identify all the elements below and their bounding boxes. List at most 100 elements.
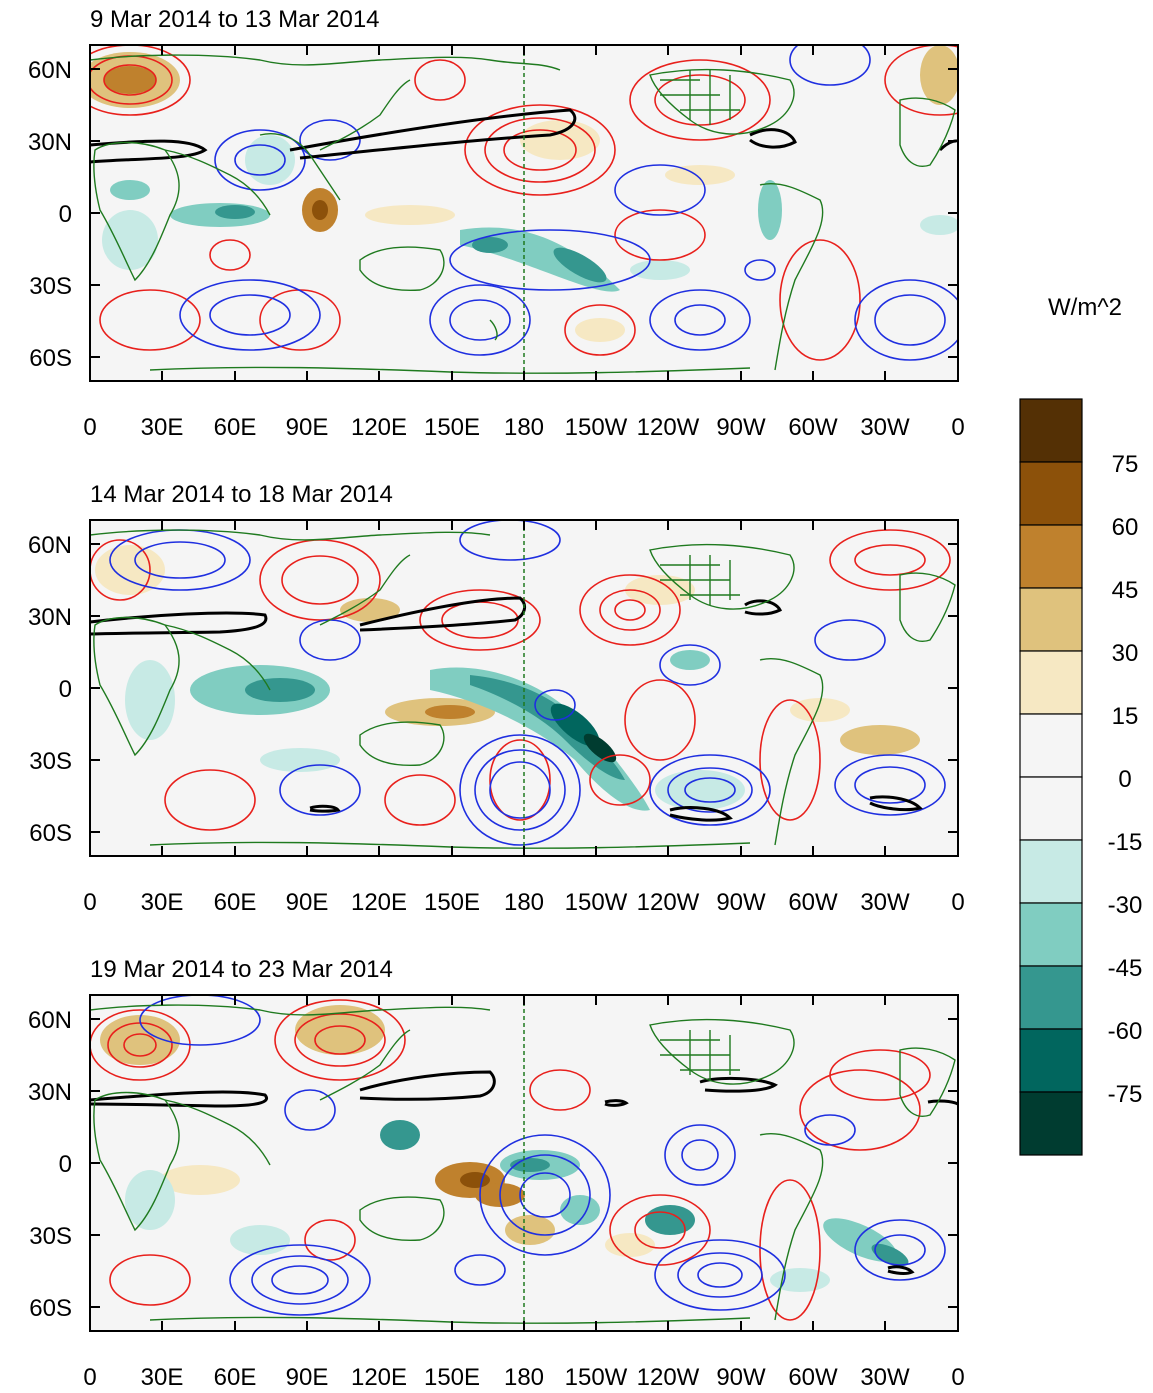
lon-label: 60E	[214, 889, 257, 916]
lon-label: 150E	[424, 1364, 480, 1391]
lat-label: 30N	[28, 129, 72, 156]
lon-label: 0	[83, 414, 96, 441]
longitude-labels: 0 30E 60E 90E 120E 150E 180 150W 120W 90…	[83, 414, 964, 441]
shading-layer	[90, 45, 958, 342]
colorbar-level-label: -30	[1108, 892, 1143, 919]
lon-label: 90W	[716, 889, 766, 916]
panel-title: 19 Mar 2014 to 23 Mar 2014	[90, 956, 393, 983]
colorbar-swatch	[1019, 461, 1083, 526]
colorbar-level-label: 75	[1112, 451, 1139, 478]
positive-contours	[90, 45, 958, 361]
lat-label: 30N	[28, 604, 72, 631]
map-frame	[89, 994, 959, 1332]
lat-label: 60N	[28, 57, 72, 84]
colorbar-level-label: 0	[1118, 766, 1131, 793]
colorbar-level-label: -45	[1108, 955, 1143, 982]
colorbar-swatches	[1019, 398, 1083, 1156]
lon-label: 60E	[214, 414, 257, 441]
lon-label: 30E	[141, 889, 184, 916]
coastline-layer	[90, 1004, 956, 1324]
panel-title: 14 Mar 2014 to 18 Mar 2014	[90, 481, 393, 508]
map-panel-1: 9 Mar 2014 to 13 Mar 2014	[28, 6, 965, 441]
lon-label: 60E	[214, 1364, 257, 1391]
positive-contours	[90, 999, 931, 1321]
map-frame	[89, 44, 959, 382]
lat-label: 30S	[29, 1223, 72, 1250]
lon-label: 120W	[637, 889, 700, 916]
lon-label: 0	[951, 1364, 964, 1391]
lon-label: 0	[951, 414, 964, 441]
lon-label: 30W	[860, 1364, 910, 1391]
lon-label: 90E	[286, 414, 329, 441]
lon-label: 120E	[351, 414, 407, 441]
lon-label: 30W	[860, 414, 910, 441]
lon-label: 180	[504, 414, 544, 441]
colorbar-swatch	[1019, 524, 1083, 589]
colorbar-level-label: 30	[1112, 640, 1139, 667]
lon-label: 60W	[788, 889, 838, 916]
colorbar-swatch	[1019, 713, 1083, 778]
colorbar-level-label: 15	[1112, 703, 1139, 730]
lon-label: 150E	[424, 889, 480, 916]
colorbar-level-label: -15	[1108, 829, 1143, 856]
colorbar-swatch	[1019, 839, 1083, 904]
lat-label: 60S	[29, 1295, 72, 1322]
latitude-labels: 60N 30N 0 30S 60S	[28, 57, 72, 372]
longitude-labels: 0 30E 60E 90E 120E 150E 180 150W 120W 90…	[83, 889, 964, 916]
lon-label: 0	[951, 889, 964, 916]
negative-contours	[179, 45, 958, 361]
lon-label: 0	[83, 889, 96, 916]
lat-label: 60N	[28, 532, 72, 559]
lat-label: 0	[59, 1151, 72, 1178]
lon-label: 120E	[351, 889, 407, 916]
lon-label: 150W	[565, 414, 628, 441]
lat-label: 30N	[28, 1079, 72, 1106]
negative-contours	[139, 995, 946, 1316]
colorbar-swatch	[1019, 902, 1083, 967]
panel-title: 9 Mar 2014 to 13 Mar 2014	[90, 6, 380, 33]
lon-label: 120W	[637, 414, 700, 441]
lon-label: 30W	[860, 889, 910, 916]
lon-label: 90W	[716, 1364, 766, 1391]
colorbar-level-label: -75	[1108, 1081, 1143, 1108]
map-panel-2: 14 Mar 2014 to 18 Mar 2014	[28, 481, 965, 916]
lat-label: 0	[59, 201, 72, 228]
colorbar-swatch	[1019, 965, 1083, 1030]
colorbar-swatch	[1019, 1091, 1083, 1156]
colorbar-swatch	[1019, 1028, 1083, 1093]
lon-label: 150E	[424, 414, 480, 441]
lon-label: 60W	[788, 1364, 838, 1391]
lat-label: 60N	[28, 1007, 72, 1034]
lon-label: 150W	[565, 889, 628, 916]
lat-label: 30S	[29, 273, 72, 300]
latitude-labels: 60N 30N 0 30S 60S	[28, 532, 72, 847]
lon-label: 90E	[286, 889, 329, 916]
colorbar-swatch	[1019, 587, 1083, 652]
lon-label: 180	[504, 1364, 544, 1391]
lon-label: 0	[83, 1364, 96, 1391]
colorbar-swatch	[1019, 398, 1083, 463]
negative-contours	[109, 520, 946, 846]
colorbar-level-label: 60	[1112, 514, 1139, 541]
lon-label: 30E	[141, 1364, 184, 1391]
latitude-labels: 60N 30N 0 30S 60S	[28, 1007, 72, 1322]
lon-label: 60W	[788, 414, 838, 441]
map-panel-3: 19 Mar 2014 to 23 Mar 2014	[28, 956, 965, 1391]
lon-label: 120W	[637, 1364, 700, 1391]
colorbar-swatch	[1019, 650, 1083, 715]
colorbar-level-label: -60	[1108, 1018, 1143, 1045]
lon-label: 120E	[351, 1364, 407, 1391]
lat-label: 60S	[29, 820, 72, 847]
map-frame	[89, 519, 959, 857]
lon-label: 150W	[565, 1364, 628, 1391]
coastline-layer	[90, 54, 956, 374]
longitude-labels: 0 30E 60E 90E 120E 150E 180 150W 120W 90…	[83, 1364, 964, 1391]
positive-contours	[90, 529, 951, 831]
colorbar-units: W/m^2	[1048, 294, 1122, 321]
lon-label: 180	[504, 889, 544, 916]
coastline-layer	[90, 529, 956, 849]
lon-label: 90E	[286, 1364, 329, 1391]
thick-contours	[90, 596, 923, 822]
lon-label: 90W	[716, 414, 766, 441]
